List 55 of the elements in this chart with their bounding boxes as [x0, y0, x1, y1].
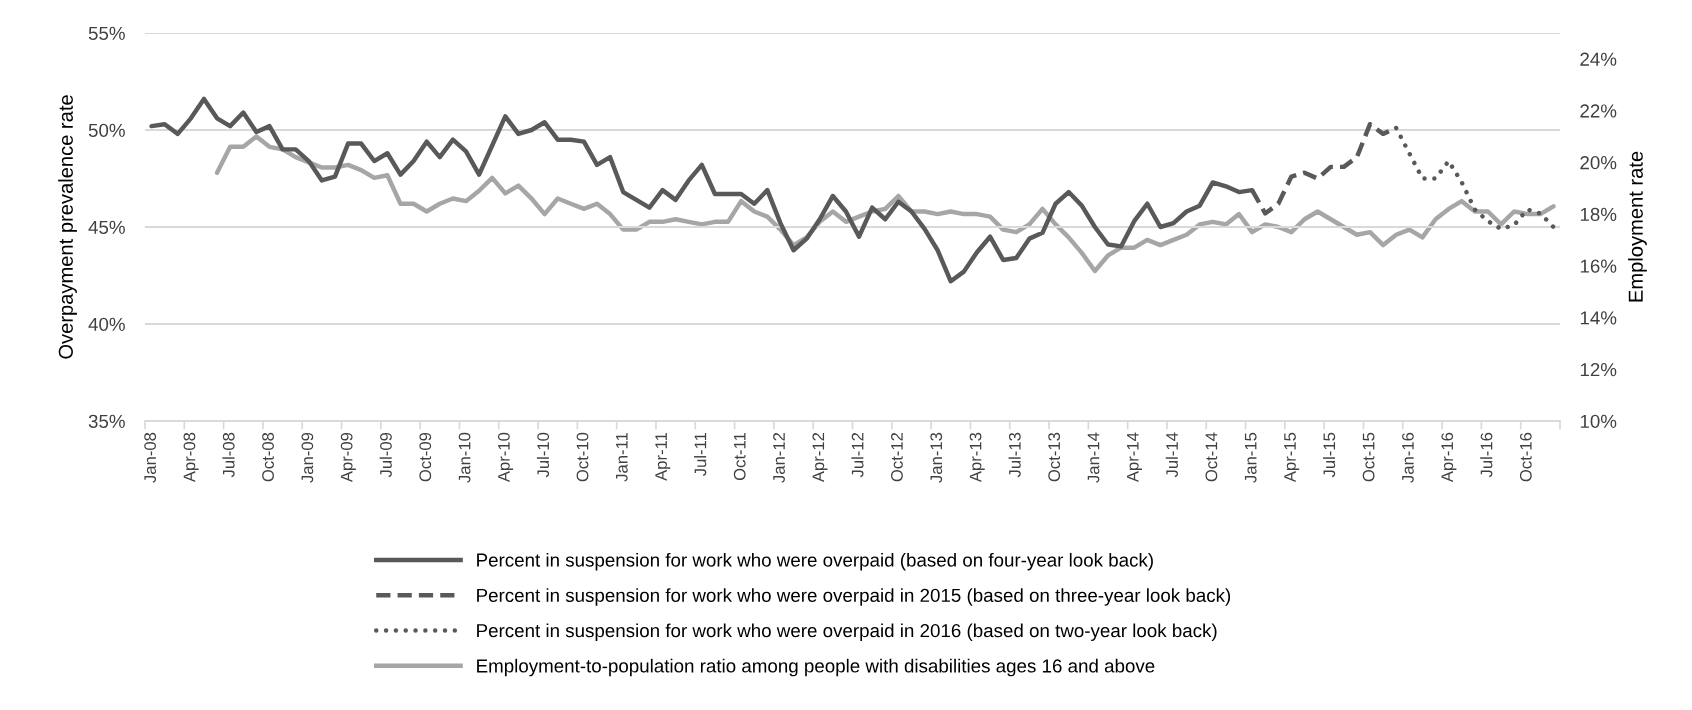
- x-tick-label: Apr-16: [1441, 432, 1457, 483]
- x-tick-label: Apr-10: [497, 432, 514, 483]
- x-tick-label: Jul-10: [536, 432, 550, 478]
- x-tick-label: Apr-13: [969, 432, 985, 483]
- x-tick-label: Jan-08: [144, 432, 157, 483]
- x-tick-label: Apr-11: [655, 432, 671, 481]
- y2-tick-label: 10%: [1580, 414, 1617, 428]
- x-tick-label: Oct-10: [576, 432, 589, 482]
- x-tick-label: Jul-13: [1008, 432, 1021, 478]
- x-tick-label: Jul-12: [851, 432, 864, 478]
- x-tick-label: Oct-16: [1519, 432, 1532, 482]
- y-tick-label: 55%: [88, 26, 125, 40]
- x-tick-label: Oct-13: [1048, 432, 1061, 482]
- x-tick-label: Oct-08: [262, 432, 274, 482]
- x-tick-label: Jan-15: [1244, 432, 1257, 483]
- x-tick-label: Apr-09: [340, 432, 356, 483]
- y2-tick-label: 14%: [1580, 311, 1617, 325]
- x-tick-label: Apr-08: [183, 432, 199, 483]
- x-tick-label: Jul-11: [694, 432, 707, 477]
- y-tick-label: 50%: [88, 123, 125, 137]
- y2-tick-label: 16%: [1580, 259, 1617, 273]
- y-tick-label: 40%: [88, 317, 125, 331]
- x-tick-label: Jul-14: [1165, 432, 1178, 478]
- x-tick-label: Jan-13: [930, 432, 943, 483]
- y2-axis-title: Employment rate: [1628, 151, 1647, 302]
- x-tick-label: Apr-15: [1284, 432, 1300, 483]
- x-tick-label: Oct-09: [419, 432, 432, 482]
- x-tick-label: Jan-14: [1087, 432, 1100, 483]
- x-tick-label: Jul-16: [1480, 432, 1493, 478]
- x-tick-label: Jan-09: [301, 432, 314, 483]
- y2-tick-label: 12%: [1580, 362, 1617, 377]
- x-tick-label: Apr-12: [812, 432, 828, 483]
- x-tick-label: Jul-08: [222, 432, 235, 478]
- y2-tick-label: 22%: [1580, 104, 1617, 118]
- y2-tick-label: 18%: [1580, 207, 1617, 222]
- y-tick-label: 35%: [88, 414, 125, 428]
- x-tick-label: Oct-15: [1362, 432, 1375, 482]
- x-tick-label: Oct-14: [1205, 432, 1218, 482]
- x-tick-label: Jan-16: [1402, 432, 1414, 483]
- legend-label: Percent in suspension for work who were overpaid in 2016 (based on two-year look back): [477, 623, 1217, 641]
- y2-tick-label: 24%: [1580, 52, 1617, 66]
- x-tick-label: Jan-10: [458, 432, 471, 483]
- y-axis-title: Overpayment prevalence rate: [58, 95, 77, 359]
- y2-tick-label: 20%: [1580, 156, 1617, 170]
- x-tick-label: Jul-15: [1322, 432, 1336, 478]
- legend-label: Percent in suspension for work who were overpaid in 2015 (based on three-year look back): [477, 588, 1231, 606]
- x-tick-label: Jul-09: [379, 432, 392, 478]
- x-tick-label: Jan-11: [616, 432, 628, 482]
- y-tick-label: 45%: [88, 220, 125, 234]
- x-tick-label: Oct-12: [891, 432, 903, 482]
- x-tick-label: Jan-12: [773, 432, 785, 483]
- x-tick-label: Apr-14: [1127, 432, 1142, 483]
- legend-label: Employment-to-population ratio among people with disabilities ages 16 and above: [477, 658, 1155, 677]
- x-tick-label: Oct-11: [733, 432, 746, 481]
- legend-label: Percent in suspension for work who were overpaid (based on four-year look back): [477, 552, 1153, 571]
